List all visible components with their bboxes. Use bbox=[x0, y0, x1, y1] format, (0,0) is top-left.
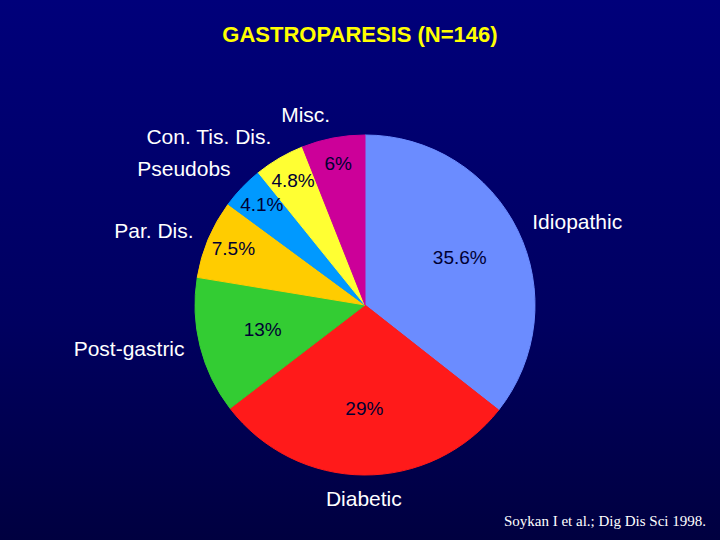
html-text:Soykan I et al.; Dig Dis Sci 1: Soykan I et al.; Dig Dis Sci 1998. bbox=[503, 513, 706, 529]
svg-text:7.5%: 7.5% bbox=[212, 238, 255, 259]
svg-text:4.1%: 4.1% bbox=[240, 194, 283, 215]
svg-text:Diabetic: Diabetic bbox=[326, 487, 402, 510]
svg-text:29%: 29% bbox=[345, 398, 383, 419]
svg-text:13%: 13% bbox=[244, 319, 282, 340]
svg-text:6%: 6% bbox=[325, 153, 353, 174]
svg-text:35.6%: 35.6% bbox=[433, 247, 487, 268]
svg-text:Pseudobs: Pseudobs bbox=[137, 157, 230, 180]
svg-text:4.8%: 4.8% bbox=[271, 170, 314, 191]
svg-text:Post-gastric: Post-gastric bbox=[74, 337, 185, 360]
svg-text:Idiopathic: Idiopathic bbox=[532, 210, 622, 233]
svg-text:Con. Tis. Dis.: Con. Tis. Dis. bbox=[146, 125, 271, 148]
svg-text:Par. Dis.: Par. Dis. bbox=[114, 219, 193, 242]
html-text:GASTROPARESIS (N=146): GASTROPARESIS (N=146) bbox=[222, 22, 498, 47]
svg-text:Misc.: Misc. bbox=[281, 103, 330, 126]
